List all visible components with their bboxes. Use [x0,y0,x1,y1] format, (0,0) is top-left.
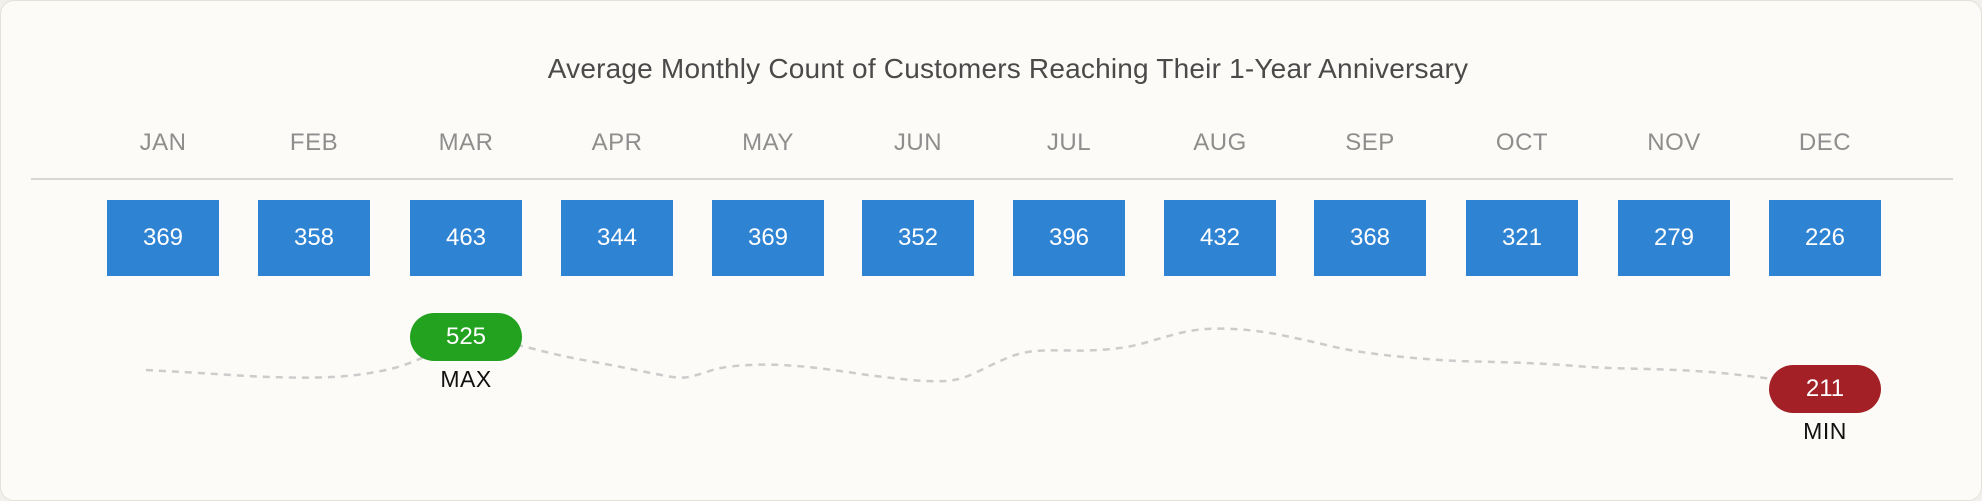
min-badge: 211 [1769,365,1881,413]
value-box-jun: 352 [862,200,974,276]
max-label: MAX [440,366,492,392]
value-box-jan: 369 [107,200,219,276]
chart-title: Average Monthly Count of Customers Reach… [547,53,1469,84]
month-header-jan: JAN [139,129,187,156]
month-header-mar: MAR [438,129,494,156]
max-badge: 525 [410,313,522,361]
month-header-dec: DEC [1798,129,1852,156]
value-box-sep: 368 [1314,200,1426,276]
value-box-aug: 432 [1164,200,1276,276]
month-header-aug: AUG [1193,129,1247,156]
value-box-dec: 226 [1769,200,1881,276]
value-box-may: 369 [712,200,824,276]
trend-line [145,327,1802,383]
min-label: MIN [1803,418,1847,444]
value-box-oct: 321 [1466,200,1578,276]
value-box-feb: 358 [258,200,370,276]
month-header-oct: OCT [1495,129,1549,156]
month-header-jul: JUL [1046,129,1092,156]
month-header-sep: SEP [1345,129,1395,156]
value-box-jul: 396 [1013,200,1125,276]
value-box-nov: 279 [1618,200,1730,276]
month-header-feb: FEB [289,129,339,156]
value-box-apr: 344 [561,200,673,276]
month-header-apr: APR [591,129,643,156]
value-box-mar: 463 [410,200,522,276]
header-divider [31,178,1953,180]
month-header-nov: NOV [1647,129,1701,156]
month-header-may: MAY [742,129,794,156]
month-header-jun: JUN [893,129,943,156]
